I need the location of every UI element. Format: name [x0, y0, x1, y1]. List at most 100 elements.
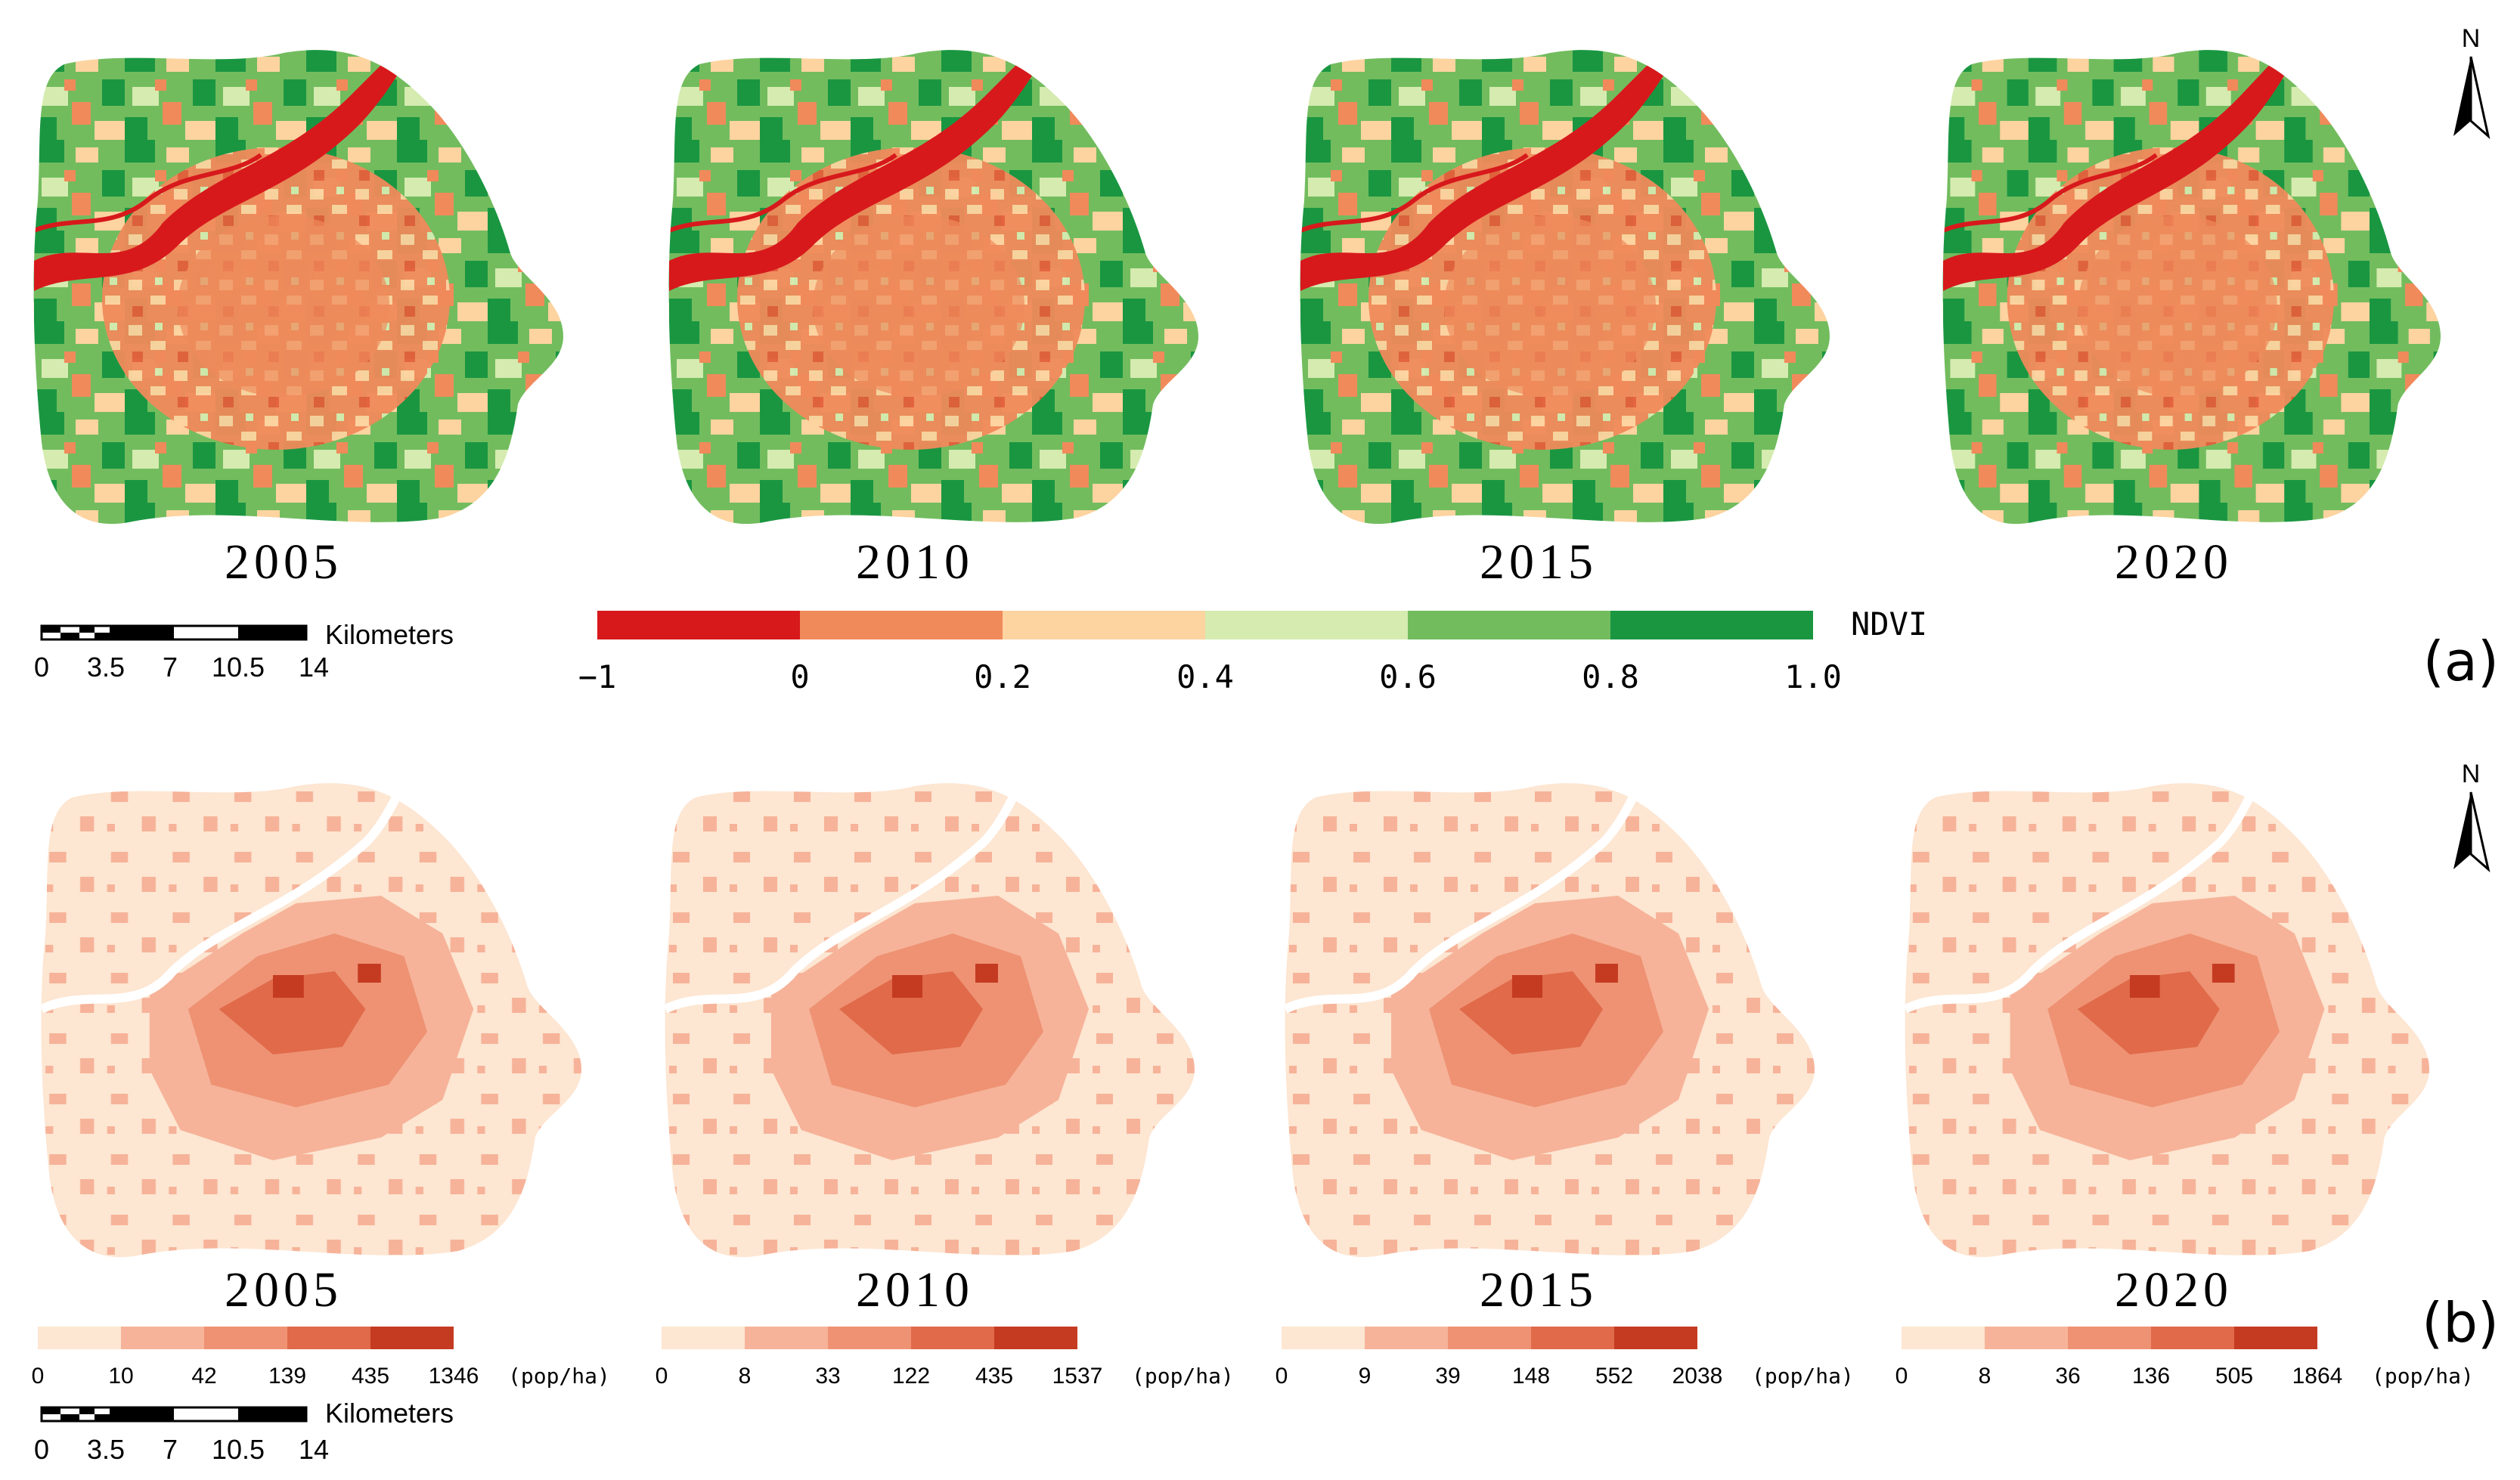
- ndvi-tick-label: 0.6: [1379, 658, 1437, 695]
- ndvi-map-2005: [19, 34, 594, 548]
- pop-legend-swatch: [1282, 1327, 1365, 1349]
- pop-legend-swatch: [204, 1327, 287, 1349]
- pop-legend-2015-break: 0: [1275, 1364, 1288, 1389]
- scale-bar-b-tick-1: 3.5: [87, 1434, 125, 1465]
- north-arrow-a: N: [2453, 24, 2491, 140]
- scale-bar-a: Kilometers 0 3.5 7 10.5 14: [34, 619, 454, 683]
- pop-legend-swatch: [1365, 1327, 1448, 1349]
- ndvi-colorbar-class-1: [597, 611, 800, 639]
- pop-map-2005: [26, 767, 612, 1281]
- pop-legend-swatch: [1985, 1327, 2068, 1349]
- pop-legend-2005-break: 139: [268, 1364, 306, 1389]
- pop-legend-swatch: [38, 1327, 121, 1349]
- pop-map-2015: [1270, 767, 1845, 1281]
- pop-legend-swatch: [911, 1327, 994, 1349]
- ndvi-map-2010: [654, 34, 1229, 548]
- ndvi-colorbar: NDVI −1 0 0.2 0.4 0.6 0.8 1.0: [578, 605, 1927, 695]
- pop-year-2015: 2015: [1480, 1262, 1598, 1317]
- ndvi-colorbar-class-3: [1003, 611, 1205, 639]
- pop-legend-swatch: [1614, 1327, 1697, 1349]
- pop-legend-2020-break: 0: [1895, 1364, 1908, 1389]
- pop-legend-2015-unit: (pop/ha): [1752, 1364, 1854, 1389]
- pop-legend-2005-unit: (pop/ha): [508, 1364, 610, 1389]
- scale-bar-b-tick-0: 0: [34, 1434, 49, 1465]
- pop-legend-2005-break: 435: [352, 1364, 389, 1389]
- ndvi-tick-label: 0.2: [974, 658, 1031, 695]
- pop-legend-2010-break: 122: [892, 1364, 930, 1389]
- pop-legend-2010-break: 8: [739, 1364, 752, 1389]
- pop-legend-swatch: [2234, 1327, 2317, 1349]
- pop-legend-2015-break: 552: [1595, 1364, 1633, 1389]
- pop-legend-swatch: [2151, 1327, 2234, 1349]
- ndvi-map-2020: [1929, 34, 2469, 548]
- ndvi-tick-label: 0.8: [1582, 658, 1639, 695]
- scale-bar-a-tick-4: 14: [299, 652, 329, 683]
- pop-legend-swatch: [828, 1327, 911, 1349]
- pop-year-2010: 2010: [856, 1262, 974, 1317]
- scale-bar-b: Kilometers 0 3.5 7 10.5 14: [34, 1398, 454, 1465]
- pop-legend-2015-break: 148: [1512, 1364, 1550, 1389]
- pop-legend-swatch: [662, 1327, 745, 1349]
- pop-legend-2010-unit: (pop/ha): [1132, 1364, 1234, 1389]
- ndvi-colorbar-class-5: [1408, 611, 1610, 639]
- ndvi-colorbar-class-4: [1205, 611, 1408, 639]
- pop-legend-2010-break: 435: [975, 1364, 1013, 1389]
- pop-legend-swatch: [1902, 1327, 1985, 1349]
- pop-legend-2020-break: 1864: [2292, 1364, 2343, 1389]
- pop-legend-2005: 0 10 42 139 435 1346 (pop/ha): [32, 1327, 610, 1389]
- north-arrow-b-label: N: [2462, 760, 2481, 788]
- scale-bar-b-tick-3: 10.5: [212, 1434, 265, 1465]
- scale-bar-a-tick-1: 3.5: [87, 652, 125, 683]
- pop-legend-2010: 0 8 33 122 435 1537 (pop/ha): [656, 1327, 1234, 1389]
- ndvi-tick-label: 0: [790, 658, 809, 695]
- ndvi-tick-label: 1.0: [1784, 658, 1842, 695]
- pop-legend-2015-break: 2038: [1672, 1364, 1723, 1389]
- ndvi-year-2005: 2005: [225, 534, 343, 590]
- ndvi-tick-label: −1: [578, 658, 617, 695]
- pop-legend-2005-break: 0: [32, 1364, 45, 1389]
- ndvi-tick-label: 0.4: [1176, 658, 1234, 695]
- ndvi-colorbar-title: NDVI: [1851, 605, 1927, 642]
- pop-legend-2005-break: 10: [108, 1364, 133, 1389]
- pop-legend-swatch: [121, 1327, 204, 1349]
- pop-legends: 0 10 42 139 435 1346 (pop/ha) 0 8 33 122…: [32, 1327, 2474, 1389]
- pop-legend-swatch: [1531, 1327, 1614, 1349]
- scale-bar-a-unit: Kilometers: [325, 619, 454, 650]
- north-arrow-b: N: [2453, 760, 2491, 873]
- pop-map-2020: [1890, 767, 2459, 1281]
- scale-bar-a-tick-0: 0: [34, 652, 49, 683]
- scale-bar-b-tick-4: 14: [299, 1434, 329, 1465]
- ndvi-year-2010: 2010: [856, 534, 974, 590]
- scale-bar-b-tick-2: 7: [163, 1434, 178, 1465]
- pop-legend-swatch: [370, 1327, 454, 1349]
- pop-legend-2015: 0 9 39 148 552 2038 (pop/ha): [1275, 1327, 1854, 1389]
- pop-legend-swatch: [287, 1327, 370, 1349]
- pop-legend-2005-break: 1346: [429, 1364, 479, 1389]
- pop-year-2005: 2005: [225, 1262, 343, 1317]
- pop-legend-swatch: [1448, 1327, 1531, 1349]
- panel-label-a: (a): [2423, 630, 2499, 693]
- scale-bar-a-tick-2: 7: [163, 652, 178, 683]
- scale-bar-a-tick-3: 10.5: [212, 652, 265, 683]
- ndvi-map-2015: [1285, 34, 1860, 548]
- ndvi-year-2020: 2020: [2115, 534, 2233, 590]
- scale-bar-b-unit: Kilometers: [325, 1398, 454, 1429]
- north-arrow-a-label: N: [2462, 24, 2481, 53]
- pop-legend-2020: 0 8 36 136 505 1864 (pop/ha): [1895, 1327, 2474, 1389]
- pop-legend-2005-break: 42: [191, 1364, 216, 1389]
- north-arrow-a-icon: [2453, 57, 2471, 136]
- pop-legend-swatch: [745, 1327, 828, 1349]
- north-arrow-b-icon: [2453, 792, 2471, 869]
- pop-legend-swatch: [994, 1327, 1077, 1349]
- pop-legend-2010-break: 33: [815, 1364, 840, 1389]
- pop-legend-2020-break: 505: [2215, 1364, 2253, 1389]
- pop-legend-2020-break: 36: [2055, 1364, 2080, 1389]
- pop-legend-2010-break: 1537: [1052, 1364, 1103, 1389]
- pop-map-2010: [650, 767, 1225, 1281]
- pop-legend-swatch: [2068, 1327, 2151, 1349]
- pop-year-2020: 2020: [2115, 1262, 2233, 1317]
- ndvi-colorbar-class-2: [800, 611, 1003, 639]
- panel-label-b: (b): [2422, 1291, 2499, 1355]
- pop-legend-2020-break: 136: [2132, 1364, 2170, 1389]
